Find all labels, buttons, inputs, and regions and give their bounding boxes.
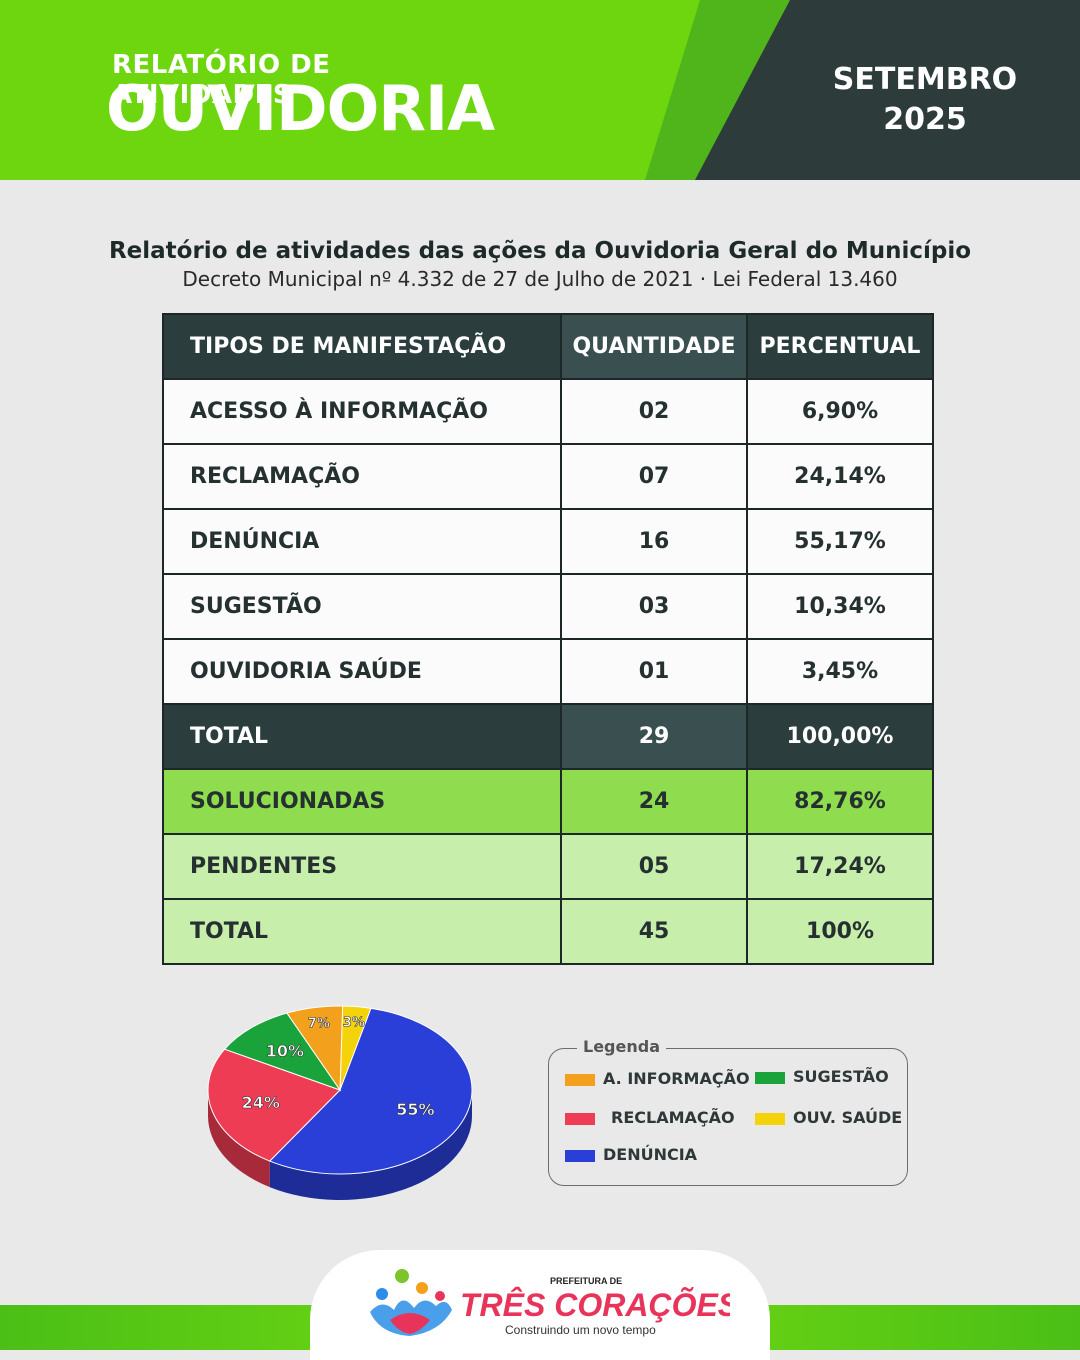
table-row: ACESSO À INFORMAÇÃO 02 6,90% bbox=[162, 378, 934, 445]
row-percent: 6,90% bbox=[746, 378, 934, 445]
column-header-quantity: QUANTIDADE bbox=[560, 313, 748, 380]
row-quantity: 02 bbox=[560, 378, 748, 445]
row-type: DENÚNCIA bbox=[162, 508, 562, 575]
total-percent: 100,00% bbox=[746, 703, 934, 770]
pie-label-2: 55% bbox=[396, 1100, 434, 1119]
legend-title: Legenda bbox=[577, 1037, 666, 1056]
logo-brand-top: PREFEITURA DE bbox=[550, 1276, 622, 1286]
pie-slice-3 bbox=[223, 1012, 342, 1091]
logo-brand: TRÊS CORAÇÕES bbox=[460, 1287, 730, 1323]
header-title: OUVIDORIA bbox=[106, 72, 495, 145]
row-quantity: 03 bbox=[560, 573, 748, 640]
row-type: ACESSO À INFORMAÇÃO bbox=[162, 378, 562, 445]
row-quantity: 07 bbox=[560, 443, 748, 510]
row-quantity: 16 bbox=[560, 508, 748, 575]
solved-row: SOLUCIONADAS 24 82,76% bbox=[162, 768, 934, 835]
header-background bbox=[0, 0, 1080, 180]
table-row: DENÚNCIA 16 55,17% bbox=[162, 508, 934, 575]
solved-label: SOLUCIONADAS bbox=[162, 768, 562, 835]
legend-swatch-denuncia bbox=[565, 1149, 595, 1162]
grand-total-label: TOTAL bbox=[162, 898, 562, 965]
row-type: OUVIDORIA SAÚDE bbox=[162, 638, 562, 705]
row-percent: 55,17% bbox=[746, 508, 934, 575]
row-percent: 24,14% bbox=[746, 443, 934, 510]
legend-label-saude: OUV. SAÚDE bbox=[793, 1108, 903, 1127]
pending-percent: 17,24% bbox=[746, 833, 934, 900]
row-percent: 10,34% bbox=[746, 573, 934, 640]
pie-slice-1 bbox=[207, 1048, 341, 1162]
row-type: RECLAMAÇÃO bbox=[162, 443, 562, 510]
grand-total-row: TOTAL 45 100% bbox=[162, 898, 934, 965]
table-row: RECLAMAÇÃO 07 24,14% bbox=[162, 443, 934, 510]
report-month: SETEMBRO bbox=[832, 62, 1018, 97]
header-subtitle: RELATÓRIO DE ATIVIDADES bbox=[112, 50, 331, 110]
pending-row: PENDENTES 05 17,24% bbox=[162, 833, 934, 900]
pie-slice-side-2 bbox=[269, 1090, 472, 1200]
row-quantity: 01 bbox=[560, 638, 748, 705]
table-row: SUGESTÃO 03 10,34% bbox=[162, 573, 934, 640]
column-header-percent: PERCENTUAL bbox=[746, 313, 934, 380]
legend-item-denuncia: DENÚNCIA bbox=[565, 1145, 697, 1164]
legend-label-denuncia: DENÚNCIA bbox=[603, 1145, 698, 1164]
pie-slice-side-1 bbox=[208, 1090, 270, 1188]
row-type: SUGESTÃO bbox=[162, 573, 562, 640]
report-heading: Relatório de atividades das ações da Ouv… bbox=[108, 238, 972, 264]
total-row: TOTAL 29 100,00% bbox=[162, 703, 934, 770]
legend-label-info: A. INFORMAÇÃO bbox=[603, 1069, 750, 1088]
legend-label-sugestao: SUGESTÃO bbox=[793, 1067, 889, 1086]
total-label: TOTAL bbox=[162, 703, 562, 770]
grand-total-percent: 100% bbox=[746, 898, 934, 965]
row-percent: 3,45% bbox=[746, 638, 934, 705]
pie-label-3: 10% bbox=[266, 1041, 304, 1060]
pending-quantity: 05 bbox=[560, 833, 748, 900]
pie-chart-container: 3% 55% 24% 10% 7% bbox=[190, 1000, 490, 1224]
table-header-row: TIPOS DE MANIFESTAÇÃO QUANTIDADE PERCENT… bbox=[162, 313, 934, 380]
solved-quantity: 24 bbox=[560, 768, 748, 835]
manifestation-table: TIPOS DE MANIFESTAÇÃO QUANTIDADE PERCENT… bbox=[162, 313, 934, 965]
header-banner: RELATÓRIO DE ATIVIDADES OUVIDORIA SETEMB… bbox=[0, 0, 1080, 180]
decree-line: Decreto Municipal nº 4.332 de 27 de Julh… bbox=[182, 267, 898, 291]
pie-label-4: 3% bbox=[343, 1016, 365, 1031]
legend-label-reclamacao: RECLAMAÇÃO bbox=[611, 1108, 735, 1127]
total-quantity: 29 bbox=[560, 703, 748, 770]
pie-slice-0 bbox=[286, 1005, 344, 1092]
legend-item-info: A. INFORMAÇÃO bbox=[565, 1069, 750, 1088]
table-row: OUVIDORIA SAÚDE 01 3,45% bbox=[162, 638, 934, 705]
logo-people-icon bbox=[370, 1269, 452, 1336]
column-header-type: TIPOS DE MANIFESTAÇÃO bbox=[162, 313, 562, 380]
pending-label: PENDENTES bbox=[162, 833, 562, 900]
legend-item-sugestao: SUGESTÃO bbox=[755, 1067, 889, 1086]
city-logo: PREFEITURA DE TRÊS CORAÇÕES Construindo … bbox=[370, 1269, 730, 1337]
legend-swatch-sugestao bbox=[755, 1071, 785, 1084]
pie-slice-2 bbox=[268, 1007, 473, 1175]
pie-label-1: 24% bbox=[242, 1093, 280, 1112]
grand-total-quantity: 45 bbox=[560, 898, 748, 965]
pie-label-0: 7% bbox=[308, 1016, 330, 1031]
chart-legend: Legenda A. INFORMAÇÃO SUGESTÃO RECLAMAÇÃ… bbox=[548, 1037, 908, 1186]
legend-item-reclamacao: RECLAMAÇÃO bbox=[565, 1108, 735, 1127]
legend-swatch-reclamacao bbox=[565, 1112, 595, 1125]
footer-logo-panel bbox=[310, 1250, 770, 1360]
solved-percent: 82,76% bbox=[746, 768, 934, 835]
report-period: SETEMBRO 2025 bbox=[810, 60, 1040, 140]
logo-tagline: Construindo um novo tempo bbox=[505, 1323, 656, 1337]
legend-swatch-saude bbox=[755, 1112, 785, 1125]
legend-swatch-info bbox=[565, 1073, 595, 1086]
report-year: 2025 bbox=[883, 102, 967, 137]
pie-chart: 3% 55% 24% 10% 7% bbox=[207, 1005, 473, 1200]
legend-item-saude: OUV. SAÚDE bbox=[755, 1108, 902, 1127]
